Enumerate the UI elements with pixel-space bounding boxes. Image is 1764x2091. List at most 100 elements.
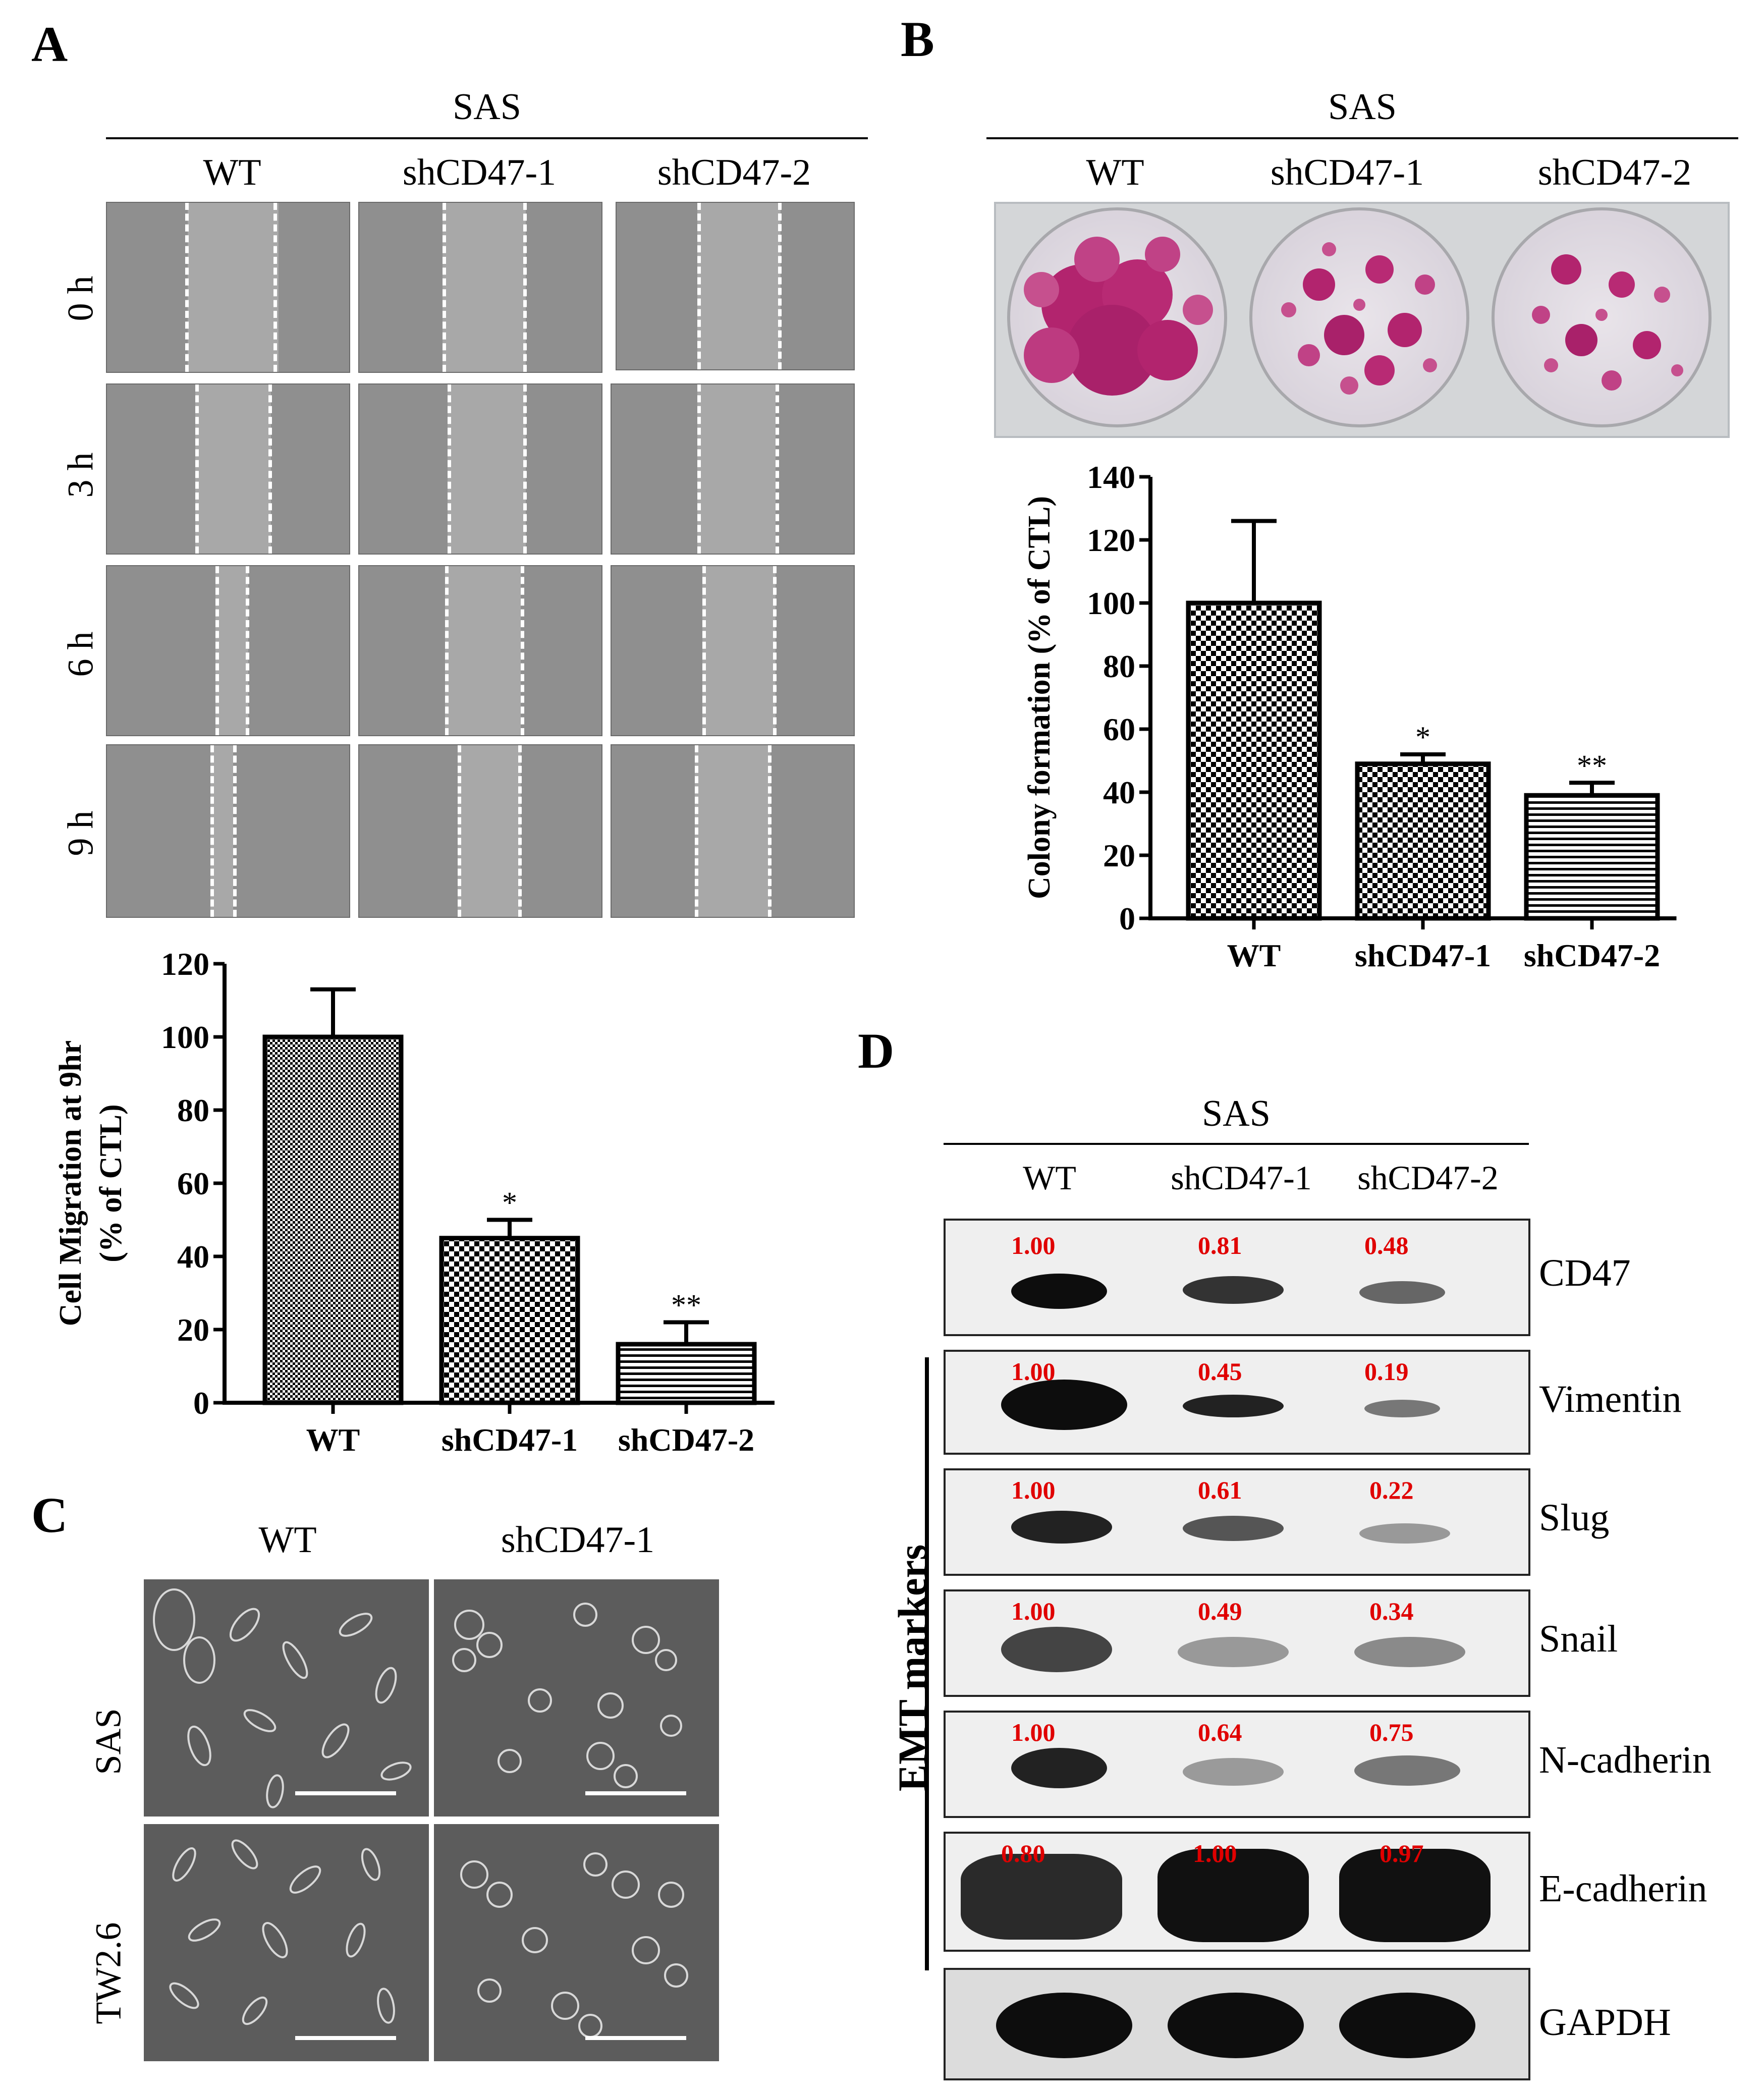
blot-label-cd47: CD47 bbox=[1539, 1252, 1631, 1294]
y-tick-label: 80 bbox=[177, 1092, 209, 1128]
panel-b-cell-line: SAS bbox=[1328, 86, 1397, 128]
band bbox=[1359, 1523, 1450, 1544]
bar bbox=[1186, 600, 1322, 921]
band bbox=[1168, 1993, 1304, 2058]
band bbox=[1364, 1400, 1440, 1417]
emt-markers-label: EMT markers bbox=[891, 1544, 935, 1792]
y-tick-label: 40 bbox=[177, 1239, 209, 1275]
band bbox=[1157, 1849, 1309, 1942]
panel-a-col-wt: WT bbox=[203, 152, 261, 193]
wound-image-sh2-9h bbox=[611, 744, 855, 918]
significance-mark: ** bbox=[1577, 749, 1607, 782]
wound-image-sh1-6h bbox=[358, 565, 602, 736]
blot-value: 0.75 bbox=[1369, 1718, 1414, 1746]
x-tick-label: shCD47-1 bbox=[442, 1422, 578, 1458]
y-tick-label: 140 bbox=[1087, 459, 1135, 495]
panel-a-col-sh2: shCD47-2 bbox=[657, 152, 811, 193]
cell-image-tw26-wt bbox=[144, 1824, 429, 2061]
emt-bracket bbox=[925, 1357, 929, 1970]
y-tick-label: 120 bbox=[1087, 522, 1135, 558]
y-tick-label: 100 bbox=[1087, 585, 1135, 621]
blot-value: 1.00 bbox=[1011, 1357, 1056, 1386]
wound-image-sh1-0h bbox=[358, 202, 602, 373]
band bbox=[1183, 1395, 1284, 1417]
panel-a-row-9h: 9 h bbox=[60, 810, 101, 856]
wound-image-sh1-3h bbox=[358, 383, 602, 555]
panel-d-rule bbox=[944, 1143, 1529, 1145]
blot-value: 0.97 bbox=[1380, 1839, 1424, 1867]
blot-value: 0.49 bbox=[1198, 1597, 1242, 1625]
cell-image-sas-shcd47-1 bbox=[434, 1579, 719, 1817]
y-tick-label: 20 bbox=[1103, 838, 1135, 873]
x-tick-label: WT bbox=[306, 1422, 360, 1458]
blot-value: 0.45 bbox=[1198, 1357, 1242, 1386]
y-tick-label: 40 bbox=[1103, 775, 1135, 810]
panel-a-row-6h: 6 h bbox=[60, 631, 101, 677]
wound-image-wt-0h bbox=[106, 202, 350, 373]
panel-c-col-wt: WT bbox=[258, 1519, 317, 1561]
panel-a-row-0h: 0 h bbox=[60, 276, 101, 321]
band bbox=[1359, 1281, 1445, 1304]
band bbox=[1183, 1276, 1284, 1304]
panel-d-col-sh1: shCD47-1 bbox=[1171, 1159, 1312, 1197]
blot-value: 0.64 bbox=[1198, 1718, 1242, 1746]
panel-b-col-sh1: shCD47-1 bbox=[1270, 152, 1424, 193]
blot-vimentin: 1.00 0.45 0.19 bbox=[944, 1350, 1530, 1455]
bar bbox=[616, 1342, 757, 1405]
y-tick-label: 0 bbox=[193, 1385, 209, 1421]
dish-shcd47-2 bbox=[1492, 207, 1712, 427]
panel-d-col-wt: WT bbox=[1023, 1159, 1076, 1197]
cell-image-tw26-shcd47-1 bbox=[434, 1824, 719, 2061]
x-tick-label: shCD47-2 bbox=[1524, 938, 1660, 973]
panel-b-col-wt: WT bbox=[1086, 152, 1144, 193]
blot-value: 0.19 bbox=[1364, 1357, 1409, 1386]
blot-label-n-cadherin: N-cadherin bbox=[1539, 1739, 1712, 1781]
y-tick-label: 100 bbox=[161, 1019, 209, 1055]
band bbox=[1011, 1748, 1107, 1788]
y-tick-label: 60 bbox=[177, 1166, 209, 1201]
blot-value: 0.80 bbox=[1001, 1839, 1045, 1867]
panel-c-row-sas: SAS bbox=[88, 1708, 129, 1775]
panel-letter-b: B bbox=[901, 11, 934, 67]
wound-image-wt-3h bbox=[106, 383, 350, 555]
band bbox=[1354, 1637, 1465, 1667]
band bbox=[996, 1993, 1132, 2058]
blot-e-cadherin: 0.80 1.00 0.97 bbox=[944, 1832, 1530, 1952]
panel-letter-c: C bbox=[31, 1487, 68, 1543]
band bbox=[1001, 1380, 1127, 1430]
panel-c-col-sh1: shCD47-1 bbox=[501, 1519, 655, 1561]
blot-label-gapdh: GAPDH bbox=[1539, 2001, 1671, 2044]
y-tick-label: 20 bbox=[177, 1312, 209, 1348]
bar bbox=[439, 1236, 580, 1405]
wound-image-wt-9h bbox=[106, 744, 350, 918]
band bbox=[1178, 1637, 1289, 1667]
y-tick-label: 80 bbox=[1103, 648, 1135, 684]
blot-snail: 1.00 0.49 0.34 bbox=[944, 1589, 1530, 1697]
y-axis-label: Cell Migration at 9hr bbox=[53, 1040, 88, 1327]
bar bbox=[1524, 793, 1660, 921]
band bbox=[1354, 1755, 1460, 1786]
colony-plate-image bbox=[994, 202, 1730, 438]
x-tick-label: shCD47-1 bbox=[1355, 938, 1491, 973]
blot-slug: 1.00 0.61 0.22 bbox=[944, 1468, 1530, 1576]
blot-value: 0.61 bbox=[1198, 1476, 1242, 1504]
wound-image-sh2-6h bbox=[611, 565, 855, 736]
band bbox=[961, 1854, 1122, 1940]
significance-mark: ** bbox=[671, 1289, 701, 1322]
significance-mark: * bbox=[1415, 721, 1430, 754]
panel-a-col-sh1: shCD47-1 bbox=[402, 152, 557, 193]
wound-image-sh2-3h bbox=[611, 383, 855, 555]
y-tick-label: 60 bbox=[1103, 711, 1135, 747]
blot-label-vimentin: Vimentin bbox=[1539, 1378, 1682, 1420]
y-axis-label: Colony formation (% of CTL) bbox=[1022, 496, 1057, 899]
band bbox=[1011, 1511, 1112, 1544]
x-tick-label: shCD47-2 bbox=[618, 1422, 754, 1458]
blot-cd47: 1.00 0.81 0.48 bbox=[944, 1219, 1530, 1336]
panel-b-col-sh2: shCD47-2 bbox=[1537, 152, 1692, 193]
x-tick-label: WT bbox=[1227, 938, 1281, 973]
y-axis-label: (% of CTL) bbox=[94, 1104, 128, 1262]
panel-a-rule bbox=[106, 137, 868, 139]
band bbox=[1011, 1274, 1107, 1309]
migration-bar-chart: 0 20 40 60 80 100 120 Cell Migration at 9hr (% o… bbox=[53, 949, 775, 1458]
panel-d-cell-line: SAS bbox=[1202, 1093, 1271, 1134]
